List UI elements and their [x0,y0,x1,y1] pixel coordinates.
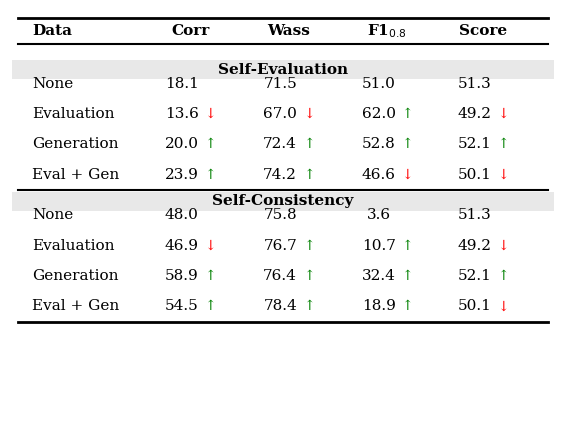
Text: ↑: ↑ [401,269,413,283]
Text: ↑: ↑ [204,167,216,181]
Text: 20.0: 20.0 [165,137,199,151]
Text: ↑: ↑ [497,269,508,283]
Text: 78.4: 78.4 [263,299,297,313]
Text: 54.5: 54.5 [165,299,199,313]
Text: ↓: ↓ [204,239,216,253]
Text: None: None [32,208,74,222]
FancyBboxPatch shape [11,60,555,79]
Text: 46.6: 46.6 [362,167,396,181]
Text: 52.8: 52.8 [362,137,396,151]
Text: Corr: Corr [171,24,209,38]
Text: 23.9: 23.9 [165,167,199,181]
Text: None: None [32,76,74,91]
Text: 51.3: 51.3 [458,208,491,222]
Text: ↑: ↑ [497,137,508,151]
Text: 18.9: 18.9 [362,299,396,313]
Text: ↑: ↑ [401,239,413,253]
Text: Data: Data [32,24,72,38]
Text: 51.0: 51.0 [362,76,396,91]
Text: 52.1: 52.1 [457,269,491,283]
Text: Evaluation: Evaluation [32,107,115,121]
Text: 58.9: 58.9 [165,269,199,283]
Text: ↑: ↑ [303,167,314,181]
Text: F1$_{0.8}$: F1$_{0.8}$ [367,22,407,40]
Text: ↓: ↓ [204,107,216,121]
Text: Eval + Gen: Eval + Gen [32,299,119,313]
Text: ↓: ↓ [497,107,508,121]
Text: Score: Score [459,24,507,38]
Text: ↓: ↓ [497,299,508,313]
Text: 13.6: 13.6 [165,107,199,121]
Text: 46.9: 46.9 [165,239,199,253]
Text: Eval + Gen: Eval + Gen [32,167,119,181]
Text: 76.4: 76.4 [263,269,297,283]
Text: 10.7: 10.7 [362,239,396,253]
Text: ↑: ↑ [401,107,413,121]
Text: 51.3: 51.3 [458,76,491,91]
Text: 62.0: 62.0 [362,107,396,121]
Text: ↑: ↑ [204,137,216,151]
Text: ↓: ↓ [303,107,314,121]
Text: 18.1: 18.1 [165,76,199,91]
Text: Self-Consistency: Self-Consistency [212,195,354,209]
Text: ↓: ↓ [497,167,508,181]
Text: 48.0: 48.0 [165,208,199,222]
Text: ↑: ↑ [401,299,413,313]
Text: 49.2: 49.2 [457,239,491,253]
Text: 3.6: 3.6 [367,208,391,222]
Text: 74.2: 74.2 [263,167,297,181]
FancyBboxPatch shape [11,192,555,211]
Text: Generation: Generation [32,137,119,151]
Text: 72.4: 72.4 [263,137,297,151]
Text: Generation: Generation [32,269,119,283]
Text: ↑: ↑ [401,137,413,151]
Text: 52.1: 52.1 [457,137,491,151]
Text: 76.7: 76.7 [263,239,297,253]
Text: ↑: ↑ [204,269,216,283]
Text: Wass: Wass [267,24,310,38]
Text: ↑: ↑ [303,299,314,313]
Text: 32.4: 32.4 [362,269,396,283]
Text: ↑: ↑ [303,269,314,283]
Text: 49.2: 49.2 [457,107,491,121]
Text: ↑: ↑ [303,137,314,151]
Text: 50.1: 50.1 [457,167,491,181]
Text: ↑: ↑ [204,299,216,313]
Text: ↑: ↑ [303,239,314,253]
Text: ↓: ↓ [497,239,508,253]
Text: 50.1: 50.1 [457,299,491,313]
Text: Self-Evaluation: Self-Evaluation [218,63,348,77]
Text: ↓: ↓ [401,167,413,181]
Text: 75.8: 75.8 [263,208,297,222]
Text: 71.5: 71.5 [263,76,297,91]
Text: 67.0: 67.0 [263,107,297,121]
Text: Evaluation: Evaluation [32,239,115,253]
